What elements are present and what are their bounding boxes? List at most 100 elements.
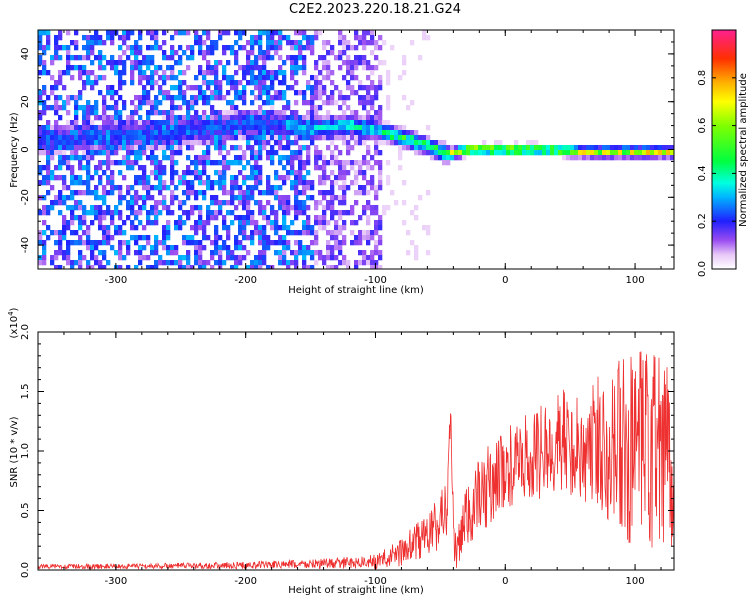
spectrogram-cell <box>298 65 303 71</box>
spectrogram-cell <box>318 255 323 261</box>
spectrogram-cell <box>42 245 47 251</box>
spectrogram-cell <box>290 180 295 186</box>
spectrogram-cell <box>414 145 419 151</box>
spectrogram-cell <box>230 180 235 186</box>
spectrogram-cell <box>362 125 367 131</box>
spectrogram-cell <box>342 190 347 196</box>
spectrogram-cell <box>118 125 123 131</box>
spectrogram-cell <box>294 255 299 261</box>
spectrogram-cell <box>234 115 239 121</box>
spectrogram-cell <box>38 165 43 171</box>
spectrogram-cell <box>258 80 263 86</box>
spectrogram-cell <box>150 140 155 146</box>
spectrogram-cell <box>126 155 131 161</box>
spectrogram-cell <box>354 110 359 116</box>
spectrogram-cell <box>482 145 487 151</box>
spectrogram-cell <box>238 35 243 41</box>
spectrogram-cell <box>366 165 371 171</box>
spectrogram-cell <box>374 145 379 151</box>
spectrogram-cell <box>238 115 243 121</box>
spectrogram-cell <box>166 55 171 61</box>
spectrogram-cell <box>362 155 367 161</box>
spectrogram-cell <box>146 80 151 86</box>
spectrogram-cell <box>406 230 411 236</box>
spectrogram-cell <box>210 125 215 131</box>
spectrogram-cell <box>130 120 135 126</box>
spectrogram-cell <box>250 45 255 51</box>
spectrogram-cell <box>42 180 47 186</box>
spectrogram-cell <box>162 115 167 121</box>
spectrogram-cell <box>154 125 159 131</box>
spectrogram-cell <box>166 245 171 251</box>
spectrogram-cell <box>182 50 187 56</box>
spectrogram-cell <box>214 170 219 176</box>
spectrogram-cell <box>102 95 107 101</box>
spectrogram-cell <box>142 245 147 251</box>
spectrogram-cell <box>114 225 119 231</box>
spectrogram-cell <box>210 65 215 71</box>
spectrogram-cell <box>330 120 335 126</box>
spectrogram-cell <box>490 150 495 156</box>
spectrogram-cell <box>290 185 295 191</box>
spectrogram-cell <box>62 100 67 106</box>
spectrogram-cell <box>322 60 327 66</box>
spectrogram-cell <box>354 30 359 36</box>
spectrogram-cell <box>214 90 219 96</box>
spectrogram-cell <box>402 140 407 146</box>
spectrogram-cell <box>358 130 363 136</box>
spectrogram-cell <box>70 195 75 201</box>
spectrogram-cell <box>346 260 351 266</box>
spectrogram-cell <box>214 65 219 71</box>
spectrogram-cell <box>294 150 299 156</box>
spectrogram-cell <box>298 155 303 161</box>
spectrogram-cell <box>62 255 67 261</box>
spectrogram-cell <box>630 150 635 156</box>
spectrogram-cell <box>234 265 239 269</box>
spectrogram-cell <box>98 115 103 121</box>
spectrogram-cell <box>70 140 75 146</box>
spectrogram-cell <box>250 115 255 121</box>
spectrogram-cell <box>282 35 287 41</box>
spectrogram-cell <box>222 110 227 116</box>
spectrogram-cell <box>270 35 275 41</box>
spectrogram-cell <box>378 170 383 176</box>
spectrogram-cell <box>342 185 347 191</box>
spectrogram-cell <box>114 90 119 96</box>
snr-y-axis: 0.00.51.01.52.0 <box>20 324 674 578</box>
spectrogram-cell <box>146 215 151 221</box>
snr-y-tick-label: 2.0 <box>20 324 31 340</box>
spectrogram-cell <box>594 155 599 161</box>
spectrogram-cell <box>266 175 271 181</box>
spectrogram-cell <box>270 80 275 86</box>
spectrogram-cell <box>266 30 271 36</box>
spectrogram-cell <box>62 195 67 201</box>
spectrogram-cell <box>474 145 479 151</box>
spectrogram-cell <box>258 125 263 131</box>
spectrogram-cell <box>178 225 183 231</box>
spectrogram-cell <box>134 225 139 231</box>
spectrogram-cell <box>186 250 191 256</box>
spectrogram-cell <box>114 160 119 166</box>
spectrogram-cell <box>198 135 203 141</box>
spectrogram-cell <box>654 155 659 161</box>
spectrogram-cell <box>330 235 335 241</box>
spectrogram-cell <box>178 85 183 91</box>
spectrogram-cell <box>102 200 107 206</box>
spectrogram-cell <box>134 190 139 196</box>
spectrogram-cell <box>106 165 111 171</box>
spectrogram-cell <box>110 175 115 181</box>
spectrogram-cell <box>326 120 331 126</box>
spectrogram-cell <box>318 90 323 96</box>
spectrogram-cell <box>154 160 159 166</box>
spectrogram-cell <box>346 60 351 66</box>
spectrogram-cell <box>286 155 291 161</box>
spectrogram-cell <box>206 70 211 76</box>
spectrogram-cell <box>142 200 147 206</box>
spectrogram-cell <box>174 105 179 111</box>
spectrogram-x-tick-label: -300 <box>105 275 128 286</box>
spectrogram-cell <box>282 105 287 111</box>
spectrogram-cell <box>190 95 195 101</box>
spectrogram-cell <box>286 260 291 266</box>
spectrogram-cell <box>238 30 243 36</box>
spectrogram-cell <box>114 250 119 256</box>
